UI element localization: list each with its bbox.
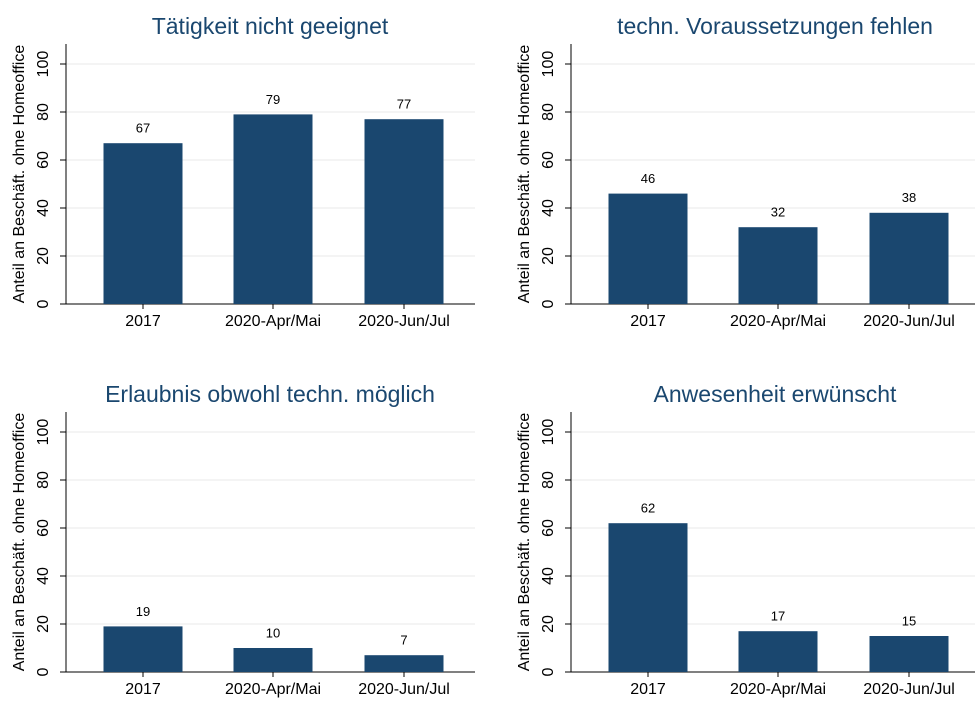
bar bbox=[738, 227, 818, 304]
y-tick-label: 100 bbox=[540, 51, 557, 78]
x-tick-label: 2020-Jun/Jul bbox=[358, 681, 450, 698]
y-tick-label: 100 bbox=[35, 51, 52, 78]
x-tick-label: 2020-Apr/Mai bbox=[730, 313, 826, 330]
bar bbox=[364, 655, 444, 672]
x-tick-label: 2020-Jun/Jul bbox=[358, 313, 450, 330]
y-tick-label: 80 bbox=[35, 103, 52, 121]
x-tick-label: 2020-Jun/Jul bbox=[863, 681, 955, 698]
y-tick-label: 60 bbox=[35, 151, 52, 169]
value-label: 32 bbox=[771, 205, 785, 220]
bar bbox=[608, 523, 688, 672]
y-axis-label: Anteil an Beschäft. ohne Homeoffice bbox=[11, 45, 28, 304]
chart-title: Tätigkeit nicht geeignet bbox=[152, 13, 389, 39]
x-tick-label: 2020-Apr/Mai bbox=[225, 313, 321, 330]
chart-title: Anwesenheit erwünscht bbox=[654, 381, 898, 407]
y-tick-label: 40 bbox=[540, 567, 557, 585]
chart-title: techn. Voraussetzungen fehlen bbox=[617, 13, 933, 39]
y-tick-label: 100 bbox=[540, 419, 557, 446]
y-tick-label: 0 bbox=[540, 299, 557, 308]
value-label: 19 bbox=[136, 604, 150, 619]
x-tick-label: 2020-Jun/Jul bbox=[863, 313, 955, 330]
y-tick-label: 100 bbox=[35, 419, 52, 446]
x-tick-label: 2020-Apr/Mai bbox=[225, 681, 321, 698]
y-tick-label: 60 bbox=[540, 519, 557, 537]
chart-title: Erlaubnis obwohl techn. möglich bbox=[105, 381, 435, 407]
y-tick-label: 80 bbox=[35, 471, 52, 489]
bar bbox=[869, 212, 949, 304]
y-tick-label: 0 bbox=[35, 667, 52, 676]
bar bbox=[233, 648, 313, 672]
value-label: 46 bbox=[641, 171, 655, 186]
y-tick-label: 0 bbox=[540, 667, 557, 676]
x-tick-label: 2017 bbox=[125, 681, 161, 698]
panel: Anwesenheit erwünscht Anteil an Beschäft.… bbox=[516, 381, 975, 698]
y-axis-label: Anteil an Beschäft. ohne Homeoffice bbox=[516, 413, 533, 672]
y-axis-label: Anteil an Beschäft. ohne Homeoffice bbox=[11, 413, 28, 672]
y-axis-label: Anteil an Beschäft. ohne Homeoffice bbox=[516, 45, 533, 304]
panel: techn. Voraussetzungen fehlen Anteil an B… bbox=[516, 13, 975, 330]
value-label: 7 bbox=[400, 633, 407, 648]
bar bbox=[364, 119, 444, 304]
y-tick-label: 60 bbox=[35, 519, 52, 537]
bar bbox=[608, 193, 688, 304]
bar bbox=[869, 636, 949, 672]
y-tick-label: 40 bbox=[35, 567, 52, 585]
value-label: 15 bbox=[902, 613, 916, 628]
y-tick-label: 0 bbox=[35, 299, 52, 308]
y-tick-label: 20 bbox=[540, 247, 557, 265]
panel: Tätigkeit nicht geeignet Anteil an Beschä… bbox=[11, 13, 475, 330]
y-tick-label: 20 bbox=[35, 615, 52, 633]
bar bbox=[103, 626, 183, 672]
value-label: 77 bbox=[397, 97, 411, 112]
y-tick-label: 40 bbox=[540, 199, 557, 217]
y-tick-label: 40 bbox=[35, 199, 52, 217]
value-label: 17 bbox=[771, 609, 785, 624]
value-label: 62 bbox=[641, 501, 655, 516]
value-label: 10 bbox=[266, 625, 280, 640]
value-label: 38 bbox=[902, 190, 916, 205]
x-tick-label: 2020-Apr/Mai bbox=[730, 681, 826, 698]
value-label: 79 bbox=[266, 92, 280, 107]
bar bbox=[738, 631, 818, 672]
bar bbox=[103, 143, 183, 304]
y-tick-label: 20 bbox=[35, 247, 52, 265]
x-tick-label: 2017 bbox=[125, 313, 161, 330]
y-tick-label: 20 bbox=[540, 615, 557, 633]
bar bbox=[233, 114, 313, 305]
y-tick-label: 80 bbox=[540, 103, 557, 121]
value-label: 67 bbox=[136, 121, 150, 136]
y-tick-label: 80 bbox=[540, 471, 557, 489]
x-tick-label: 2017 bbox=[630, 681, 666, 698]
panel: Erlaubnis obwohl techn. möglich Anteil an… bbox=[11, 381, 475, 698]
x-tick-label: 2017 bbox=[630, 313, 666, 330]
y-tick-label: 60 bbox=[540, 151, 557, 169]
